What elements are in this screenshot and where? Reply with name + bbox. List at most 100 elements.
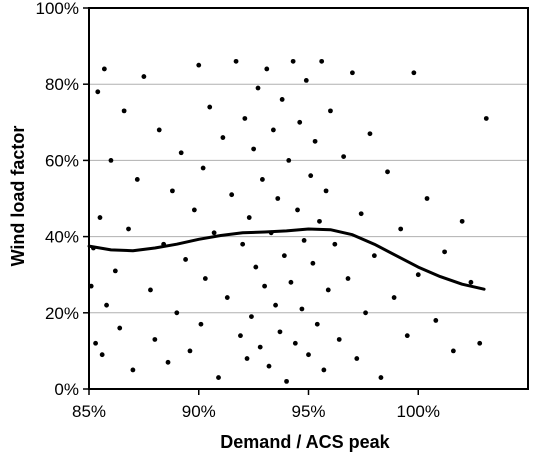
data-point xyxy=(433,318,439,323)
data-point xyxy=(93,340,98,346)
data-point xyxy=(483,116,489,121)
y-axis-title: Wind load factor xyxy=(8,126,28,267)
data-point xyxy=(130,367,136,373)
data-point xyxy=(321,367,327,373)
data-point xyxy=(207,104,213,110)
data-point xyxy=(183,257,188,262)
data-point xyxy=(196,62,202,68)
data-point xyxy=(290,58,296,64)
data-point xyxy=(277,329,283,335)
data-point xyxy=(264,66,270,72)
data-point xyxy=(152,337,158,342)
data-point xyxy=(249,314,254,320)
data-point xyxy=(345,276,351,281)
data-point xyxy=(424,196,430,201)
data-point xyxy=(244,356,250,361)
data-point xyxy=(442,249,447,255)
data-point xyxy=(95,89,101,95)
data-point xyxy=(148,287,153,293)
data-point xyxy=(121,108,127,114)
data-point xyxy=(371,253,377,259)
data-point xyxy=(253,264,259,270)
data-point xyxy=(411,70,417,76)
data-point xyxy=(288,279,294,285)
data-point xyxy=(286,158,292,163)
data-point xyxy=(233,58,239,64)
data-point xyxy=(299,306,305,312)
data-point xyxy=(317,218,322,224)
data-point xyxy=(398,226,404,232)
data-point xyxy=(323,188,329,194)
x-tick-label-1: 90% xyxy=(182,402,216,421)
trend-line xyxy=(87,227,486,291)
data-point xyxy=(202,276,208,281)
data-point xyxy=(306,352,311,358)
data-point xyxy=(341,154,347,159)
x-tick-label-0: 85% xyxy=(72,402,106,421)
data-point xyxy=(301,238,307,243)
data-point xyxy=(297,119,303,125)
data-point xyxy=(260,177,265,182)
y-axis-tick-labels: 0% 20% 40% 60% 80% 100% xyxy=(36,0,89,399)
data-point xyxy=(242,116,248,121)
data-point xyxy=(303,77,309,83)
data-point xyxy=(117,325,123,331)
data-point xyxy=(404,333,410,339)
data-point xyxy=(477,340,483,346)
data-point xyxy=(273,302,278,308)
data-point xyxy=(178,150,184,156)
data-point xyxy=(108,158,114,163)
data-point xyxy=(134,177,140,182)
data-point xyxy=(220,135,226,140)
data-point xyxy=(101,66,107,72)
data-point xyxy=(255,85,261,91)
data-point xyxy=(358,211,364,217)
x-axis-title: Demand / ACS peak xyxy=(220,432,390,452)
gridlines xyxy=(89,7,528,390)
y-tick-label-1: 20% xyxy=(45,304,79,323)
x-tick-label-2: 95% xyxy=(291,402,325,421)
data-point xyxy=(292,340,298,346)
data-point xyxy=(363,310,368,316)
data-point xyxy=(240,241,246,247)
data-point xyxy=(99,352,105,358)
data-point xyxy=(350,70,355,76)
data-point xyxy=(281,253,287,259)
data-point xyxy=(450,348,456,354)
data-point xyxy=(191,207,197,213)
data-point xyxy=(275,196,281,201)
data-point xyxy=(238,333,243,339)
y-tick-label-2: 40% xyxy=(45,228,79,247)
data-point xyxy=(295,207,300,213)
data-point xyxy=(270,127,276,133)
data-point xyxy=(246,215,252,220)
data-point xyxy=(141,74,147,79)
data-point xyxy=(126,226,131,232)
data-point xyxy=(174,310,180,316)
data-point xyxy=(328,108,333,114)
data-point xyxy=(262,283,267,289)
x-axis-tick-labels: 85% 90% 95% 100% xyxy=(72,389,440,421)
data-point xyxy=(314,321,320,327)
data-point xyxy=(284,378,289,384)
scatter-points xyxy=(88,58,489,384)
x-tick-label-3: 100% xyxy=(397,402,440,421)
y-tick-label-0: 0% xyxy=(54,380,79,399)
data-point xyxy=(336,337,342,342)
y-tick-label-4: 80% xyxy=(45,75,79,94)
data-point xyxy=(310,260,316,266)
data-point xyxy=(312,138,318,144)
data-point xyxy=(354,356,360,361)
data-point xyxy=(385,169,390,175)
data-point xyxy=(229,192,235,198)
data-point xyxy=(308,173,314,179)
data-point xyxy=(325,287,331,293)
data-point xyxy=(224,295,230,300)
data-point xyxy=(251,146,257,152)
data-point xyxy=(104,302,109,308)
data-point xyxy=(198,321,204,327)
data-point xyxy=(279,97,285,102)
data-point xyxy=(165,359,171,365)
y-tick-label-5: 100% xyxy=(36,0,79,18)
